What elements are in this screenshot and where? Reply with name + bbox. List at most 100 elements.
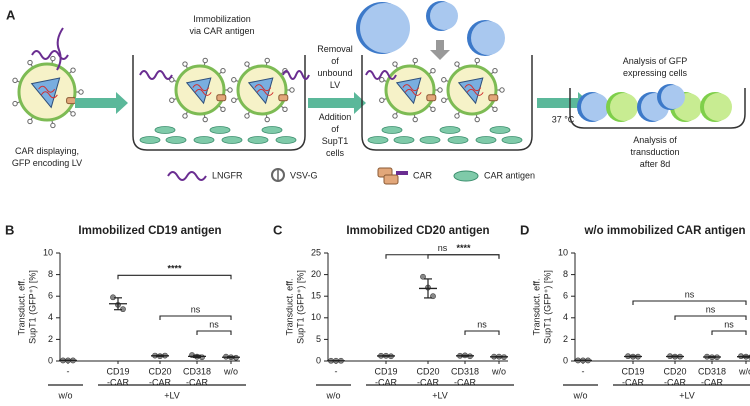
y-tick-label: 4 xyxy=(48,312,53,322)
x-tick-label: -CAR xyxy=(664,377,686,387)
step-line: of xyxy=(331,56,339,66)
panel-label: D xyxy=(520,222,529,237)
car-antigen xyxy=(247,136,269,144)
step-line: via CAR antigen xyxy=(189,26,254,36)
x-tick-label: w/o xyxy=(738,366,750,376)
process-arrow xyxy=(537,92,590,114)
vsv-g xyxy=(220,68,226,74)
y-tick-label: 6 xyxy=(48,291,53,301)
vsv-g xyxy=(231,77,237,83)
chart-title: w/o immobilized CAR antigen xyxy=(583,225,745,237)
lngfr xyxy=(139,70,173,80)
vsv-g xyxy=(492,68,498,74)
vsv-g xyxy=(27,59,33,66)
vsv-g xyxy=(227,87,233,93)
rna xyxy=(402,84,422,96)
readout-line: after 8d xyxy=(640,159,671,169)
car-antigen xyxy=(261,126,283,134)
x-tick-label: w/o xyxy=(223,366,238,376)
vsv-g xyxy=(202,57,208,64)
car xyxy=(66,97,77,105)
x-tick-label: -CAR xyxy=(417,377,439,387)
y-tick-label: 8 xyxy=(563,269,568,279)
rna xyxy=(192,84,212,96)
vsv-g xyxy=(50,122,56,129)
y-axis-label: Transduct. eff. xyxy=(284,278,294,335)
y-axis-label: SupT1 (GFP⁺) [%] xyxy=(27,270,37,344)
capsid xyxy=(247,77,274,105)
gray-arrow xyxy=(430,40,450,60)
significance-label: **** xyxy=(456,243,471,253)
car-antigen xyxy=(393,136,415,144)
capsid xyxy=(457,77,484,105)
vsv-g xyxy=(289,87,295,93)
y-axis-label: Transduct. eff. xyxy=(531,278,541,335)
car-antigen xyxy=(165,136,187,144)
legend-label: CAR xyxy=(413,170,433,180)
car-antigen xyxy=(154,126,176,134)
supt1-cell xyxy=(471,21,505,55)
readout-text: Analysis of GFP expressing cells xyxy=(623,56,688,78)
readout-line: transduction xyxy=(630,147,679,157)
significance-bracket xyxy=(632,300,747,305)
step-line: Addition xyxy=(319,112,352,122)
vsv-g xyxy=(202,116,208,123)
y-axis-label: SupT1 (GFP⁺) [%] xyxy=(542,270,552,344)
significance-label: ns xyxy=(477,319,487,329)
significance-label: ns xyxy=(191,304,201,314)
vsv-g xyxy=(27,118,33,125)
chart-title: Immobilized CD20 antigen xyxy=(346,225,489,237)
rna xyxy=(254,84,274,96)
lngfr xyxy=(365,70,397,80)
group-label: +LV xyxy=(432,390,448,400)
significance-label: ns xyxy=(706,304,716,314)
car-icon xyxy=(383,174,399,185)
y-tick-label: 0 xyxy=(563,355,568,365)
y-tick-label: 0 xyxy=(316,355,321,365)
x-tick-label: CD20 xyxy=(663,366,686,376)
vsv-g xyxy=(392,61,398,67)
dish xyxy=(361,55,533,151)
vsv-g xyxy=(182,61,188,67)
y-tick-label: 20 xyxy=(311,269,321,279)
temperature: 37 °C xyxy=(552,114,575,124)
significance-bracket xyxy=(464,330,500,335)
cell xyxy=(661,85,685,109)
vsv-g xyxy=(437,87,443,93)
cell xyxy=(704,93,732,121)
step-line: Removal xyxy=(317,44,353,54)
significance-bracket xyxy=(385,254,500,259)
x-tick-label: - xyxy=(335,366,338,376)
legend-label: CAR antigen xyxy=(484,170,535,180)
y-tick-label: 8 xyxy=(48,269,53,279)
vsv-g xyxy=(78,89,84,95)
vsv-g xyxy=(264,57,270,64)
legend-label: VSV-G xyxy=(290,170,318,180)
lngfr xyxy=(31,50,69,60)
vsv-g xyxy=(231,97,237,103)
car xyxy=(278,94,289,102)
supt1-cell xyxy=(360,3,410,53)
significance-label: ns xyxy=(438,243,448,253)
group-label: w/o xyxy=(57,390,72,400)
dish xyxy=(569,88,746,129)
car xyxy=(426,94,437,102)
significance-label: ns xyxy=(685,289,695,299)
y-tick-label: 0 xyxy=(48,355,53,365)
car-antigen xyxy=(275,136,297,144)
significance-label: ns xyxy=(209,319,219,329)
vsv-g xyxy=(454,61,460,67)
car-antigen xyxy=(419,136,441,144)
y-axis-label: Transduct. eff. xyxy=(16,278,26,335)
y-tick-label: 5 xyxy=(316,334,321,344)
vsv-g xyxy=(244,113,250,119)
lngfr xyxy=(282,70,310,80)
vsv-g xyxy=(182,113,188,119)
panel-label: A xyxy=(6,7,16,22)
x-tick-label: CD19 xyxy=(374,366,397,376)
supt1-cell xyxy=(430,2,458,30)
readout-line: expressing cells xyxy=(623,68,688,78)
legend-label: LNGFR xyxy=(212,170,243,180)
car xyxy=(488,94,499,102)
